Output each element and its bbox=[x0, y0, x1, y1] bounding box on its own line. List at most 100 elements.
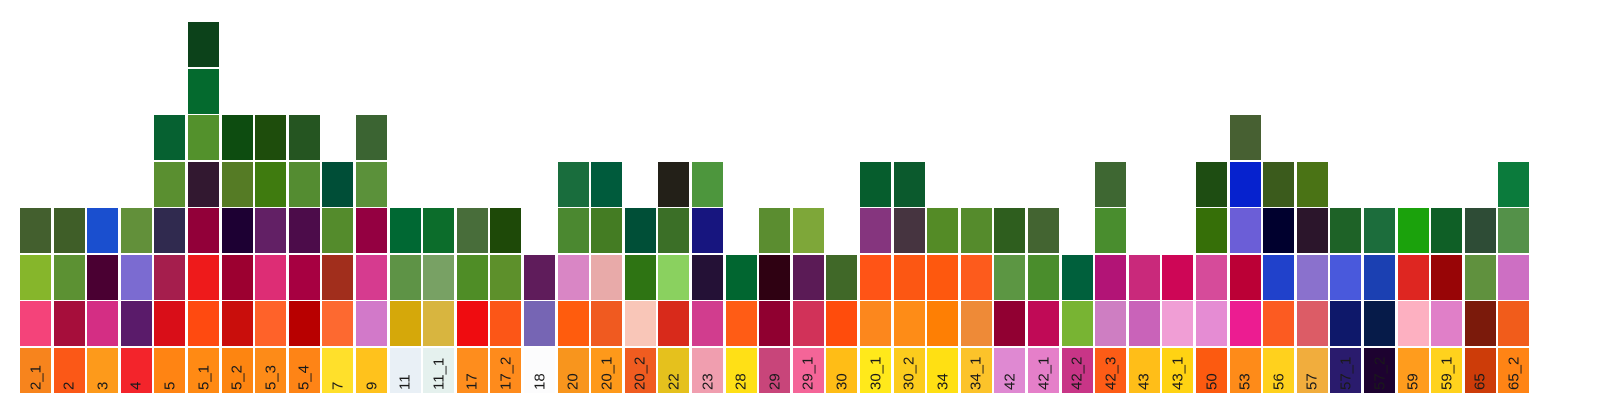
swatch-label: 17_2 bbox=[497, 356, 515, 390]
swatch-label: 43 bbox=[1135, 372, 1153, 390]
color-block bbox=[1296, 301, 1328, 346]
color-block bbox=[860, 208, 891, 253]
color-block bbox=[456, 347, 488, 393]
color-block bbox=[456, 254, 488, 300]
color-block bbox=[1095, 161, 1127, 207]
color-block bbox=[994, 347, 1026, 393]
swatch-column: 17_2 bbox=[490, 0, 522, 405]
swatch-label: 34 bbox=[934, 372, 952, 390]
color-block bbox=[1330, 347, 1362, 393]
swatch-label: 34_1 bbox=[967, 356, 985, 390]
color-block bbox=[1196, 301, 1227, 346]
swatch-label: 56 bbox=[1270, 372, 1288, 390]
color-block bbox=[927, 254, 959, 300]
color-block bbox=[221, 115, 253, 160]
swatch-label: 20_2 bbox=[631, 356, 649, 390]
color-block bbox=[692, 208, 723, 253]
swatch-label: 50 bbox=[1203, 372, 1220, 390]
color-block bbox=[1229, 347, 1261, 393]
color-block bbox=[423, 208, 455, 253]
swatch-column: 2 bbox=[53, 0, 85, 405]
color-block bbox=[860, 161, 891, 207]
swatch-label: 42_3 bbox=[1102, 356, 1120, 390]
color-block bbox=[53, 254, 85, 300]
color-block bbox=[524, 301, 555, 346]
swatch-column: 4 bbox=[120, 0, 152, 405]
swatch-column: 23 bbox=[692, 0, 723, 405]
color-block bbox=[792, 347, 824, 393]
color-block bbox=[154, 208, 186, 253]
color-block bbox=[1263, 301, 1295, 346]
color-block bbox=[154, 301, 186, 346]
swatch-column: 9 bbox=[356, 0, 387, 405]
color-block bbox=[960, 347, 992, 393]
color-block bbox=[1464, 254, 1496, 300]
color-block bbox=[288, 208, 320, 253]
color-block bbox=[826, 254, 858, 300]
color-block bbox=[188, 22, 219, 67]
color-block bbox=[389, 254, 421, 300]
color-block bbox=[1196, 254, 1227, 300]
swatch-label: 42_1 bbox=[1035, 356, 1052, 390]
swatch-label: 30_1 bbox=[867, 356, 884, 390]
color-block bbox=[557, 301, 589, 346]
swatch-column: 28 bbox=[725, 0, 757, 405]
color-block bbox=[927, 347, 959, 393]
swatch-label: 5_4 bbox=[295, 364, 313, 390]
swatch-column: 5_4 bbox=[288, 0, 320, 405]
swatch-column: 43_1 bbox=[1162, 0, 1194, 405]
swatch-column: 59 bbox=[1397, 0, 1429, 405]
swatch-column: 22 bbox=[658, 0, 690, 405]
color-block bbox=[1263, 347, 1295, 393]
swatch-column: 20_1 bbox=[591, 0, 623, 405]
color-block bbox=[658, 347, 690, 393]
color-block bbox=[120, 208, 152, 253]
swatch-label: 57 bbox=[1303, 372, 1321, 390]
swatch-label: 17 bbox=[463, 372, 481, 390]
color-block bbox=[322, 208, 354, 253]
color-block bbox=[1397, 347, 1429, 393]
swatch-column: 2_1 bbox=[20, 0, 51, 405]
color-block bbox=[658, 208, 690, 253]
color-block bbox=[759, 254, 791, 300]
color-block bbox=[1431, 301, 1463, 346]
swatch-label: 30_2 bbox=[900, 356, 918, 390]
swatch-label: 20_1 bbox=[598, 356, 616, 390]
swatch-column: 29 bbox=[759, 0, 791, 405]
color-block bbox=[1028, 208, 1059, 253]
color-block bbox=[893, 301, 925, 346]
color-block bbox=[994, 254, 1026, 300]
swatch-label: 3 bbox=[94, 381, 112, 390]
color-block bbox=[692, 301, 723, 346]
color-block bbox=[389, 347, 421, 393]
color-block bbox=[860, 347, 891, 393]
color-block bbox=[524, 254, 555, 300]
color-block bbox=[1330, 208, 1362, 253]
color-block bbox=[255, 301, 287, 346]
color-block bbox=[994, 301, 1026, 346]
color-block bbox=[356, 115, 387, 160]
color-block bbox=[557, 254, 589, 300]
color-block bbox=[1196, 161, 1227, 207]
color-block bbox=[1263, 208, 1295, 253]
color-block bbox=[490, 254, 522, 300]
color-block bbox=[188, 254, 219, 300]
color-block bbox=[356, 208, 387, 253]
color-block bbox=[1229, 115, 1261, 160]
color-block bbox=[927, 301, 959, 346]
swatch-label: 2_1 bbox=[27, 364, 44, 390]
color-block bbox=[188, 301, 219, 346]
color-block bbox=[725, 347, 757, 393]
color-block bbox=[759, 301, 791, 346]
color-block bbox=[255, 115, 287, 160]
color-block bbox=[423, 301, 455, 346]
color-block bbox=[1028, 254, 1059, 300]
color-block bbox=[624, 254, 656, 300]
swatch-column: 11 bbox=[389, 0, 421, 405]
color-block bbox=[1229, 301, 1261, 346]
color-block bbox=[1296, 208, 1328, 253]
color-block bbox=[893, 254, 925, 300]
color-block bbox=[624, 208, 656, 253]
swatch-label: 57_1 bbox=[1337, 356, 1355, 390]
color-block bbox=[524, 347, 555, 393]
